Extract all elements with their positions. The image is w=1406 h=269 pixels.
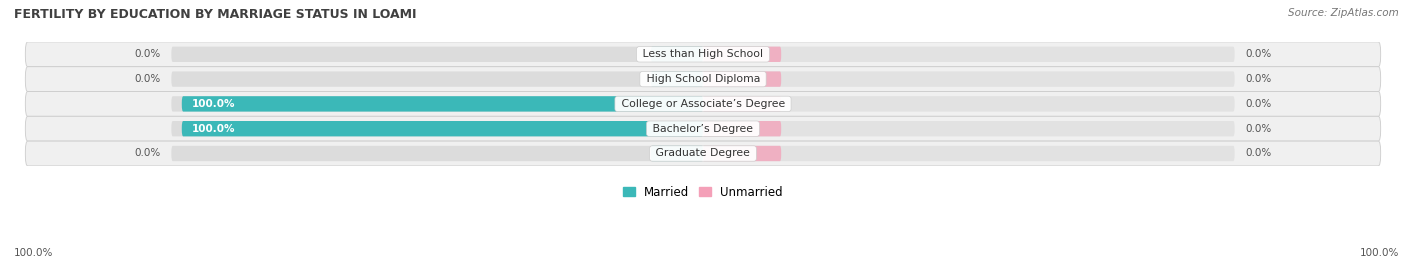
FancyBboxPatch shape <box>181 121 703 136</box>
FancyBboxPatch shape <box>703 71 782 87</box>
Text: 0.0%: 0.0% <box>1246 74 1271 84</box>
Text: High School Diploma: High School Diploma <box>643 74 763 84</box>
Text: 0.0%: 0.0% <box>1246 49 1271 59</box>
FancyBboxPatch shape <box>172 146 703 161</box>
Text: Bachelor’s Degree: Bachelor’s Degree <box>650 124 756 134</box>
FancyBboxPatch shape <box>25 141 1381 166</box>
FancyBboxPatch shape <box>181 96 703 112</box>
FancyBboxPatch shape <box>703 121 782 136</box>
Text: College or Associate’s Degree: College or Associate’s Degree <box>617 99 789 109</box>
FancyBboxPatch shape <box>25 116 1381 141</box>
FancyBboxPatch shape <box>703 47 1234 62</box>
FancyBboxPatch shape <box>651 47 703 62</box>
FancyBboxPatch shape <box>651 146 703 161</box>
Legend: Married, Unmarried: Married, Unmarried <box>619 181 787 203</box>
Text: 100.0%: 100.0% <box>193 99 236 109</box>
FancyBboxPatch shape <box>172 121 703 136</box>
FancyBboxPatch shape <box>25 67 1381 91</box>
Text: Source: ZipAtlas.com: Source: ZipAtlas.com <box>1288 8 1399 18</box>
FancyBboxPatch shape <box>172 47 703 62</box>
FancyBboxPatch shape <box>703 121 1234 136</box>
Text: 0.0%: 0.0% <box>135 148 160 158</box>
Text: 0.0%: 0.0% <box>135 49 160 59</box>
Text: 0.0%: 0.0% <box>1246 124 1271 134</box>
FancyBboxPatch shape <box>703 47 782 62</box>
FancyBboxPatch shape <box>25 91 1381 116</box>
FancyBboxPatch shape <box>703 71 1234 87</box>
Text: 100.0%: 100.0% <box>14 248 53 258</box>
Text: Graduate Degree: Graduate Degree <box>652 148 754 158</box>
Text: 0.0%: 0.0% <box>135 74 160 84</box>
FancyBboxPatch shape <box>703 96 1234 112</box>
FancyBboxPatch shape <box>25 42 1381 67</box>
FancyBboxPatch shape <box>703 146 1234 161</box>
Text: 0.0%: 0.0% <box>1246 99 1271 109</box>
FancyBboxPatch shape <box>651 71 703 87</box>
FancyBboxPatch shape <box>172 71 703 87</box>
Text: 0.0%: 0.0% <box>1246 148 1271 158</box>
Text: FERTILITY BY EDUCATION BY MARRIAGE STATUS IN LOAMI: FERTILITY BY EDUCATION BY MARRIAGE STATU… <box>14 8 416 21</box>
FancyBboxPatch shape <box>172 96 703 112</box>
FancyBboxPatch shape <box>703 96 782 112</box>
Text: Less than High School: Less than High School <box>640 49 766 59</box>
Text: 100.0%: 100.0% <box>193 124 236 134</box>
Text: 100.0%: 100.0% <box>1360 248 1399 258</box>
FancyBboxPatch shape <box>703 146 782 161</box>
